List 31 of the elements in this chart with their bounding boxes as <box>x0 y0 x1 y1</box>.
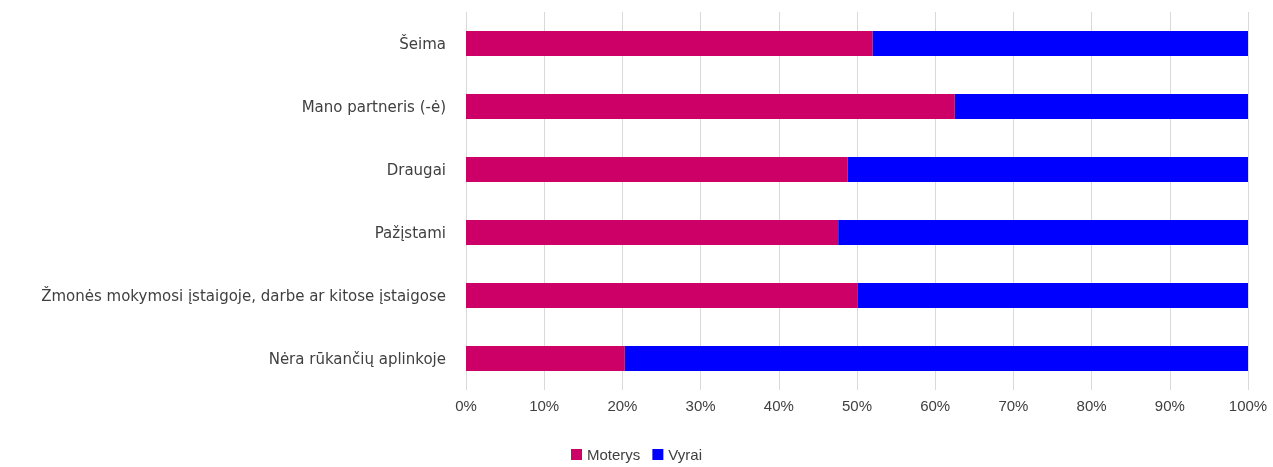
y-tick-label: Draugai <box>386 160 446 179</box>
bar <box>466 156 848 183</box>
bar <box>838 219 1248 246</box>
bar <box>466 93 955 120</box>
legend-label: Moterys <box>587 446 641 463</box>
bar <box>466 282 858 309</box>
y-tick-label: Šeima <box>399 33 446 53</box>
x-tick-label: 100% <box>1228 397 1268 414</box>
bar <box>466 30 873 57</box>
x-tick-label: 80% <box>1076 397 1107 414</box>
x-tick-label: 50% <box>841 397 873 414</box>
x-tick-label: 70% <box>998 397 1029 414</box>
y-tick-label: Nėra rūkančių aplinkoje <box>268 349 446 368</box>
bar <box>624 345 1248 372</box>
x-tick-label: 30% <box>685 397 716 414</box>
x-tick-label: 10% <box>529 397 560 414</box>
x-tick-label: 60% <box>920 397 951 414</box>
y-tick-label: Žmonės mokymosi įstaigoje, darbe ar kitose įstaigose <box>41 285 446 305</box>
bar <box>466 345 625 372</box>
bar <box>872 30 1248 57</box>
bar <box>857 282 1248 309</box>
bar <box>466 219 839 246</box>
bar <box>954 93 1248 120</box>
x-tick-label: 0% <box>455 397 477 414</box>
x-tick-label: 20% <box>607 397 638 414</box>
bar <box>847 156 1248 183</box>
y-tick-label: Mano partneris (-ė) <box>301 97 446 116</box>
y-tick-label: Pažįstami <box>374 223 446 242</box>
x-tick-label: 40% <box>763 397 794 414</box>
x-tick-label: 90% <box>1154 397 1185 414</box>
legend-label: Vyrai <box>668 446 702 463</box>
